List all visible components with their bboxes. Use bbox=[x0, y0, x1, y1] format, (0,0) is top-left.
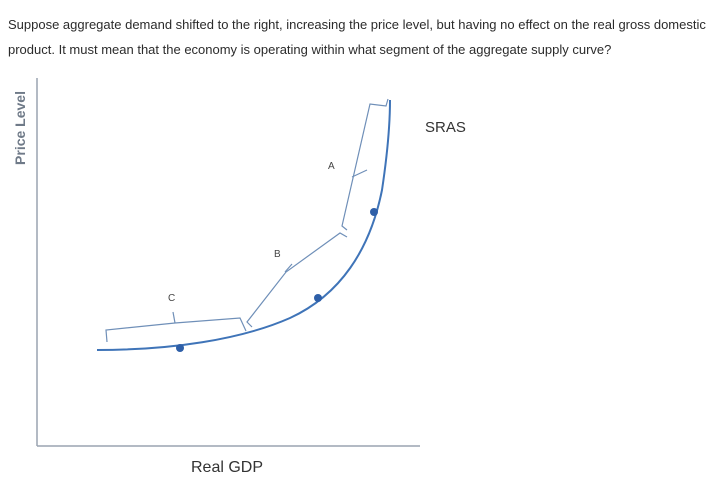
point bbox=[370, 208, 378, 216]
curve-label: SRAS bbox=[425, 119, 466, 136]
x-axis-label: Real GDP bbox=[191, 459, 263, 476]
segment-label: C bbox=[168, 293, 175, 304]
point bbox=[176, 344, 184, 352]
segment-label: A bbox=[328, 161, 335, 172]
brackets bbox=[105, 98, 389, 343]
sras-curve bbox=[96, 99, 391, 351]
point bbox=[314, 294, 322, 302]
y-axis-label: Price Level bbox=[12, 91, 28, 165]
segment-label: B bbox=[274, 249, 281, 260]
question-text: Suppose aggregate demand shifted to the … bbox=[8, 17, 706, 57]
